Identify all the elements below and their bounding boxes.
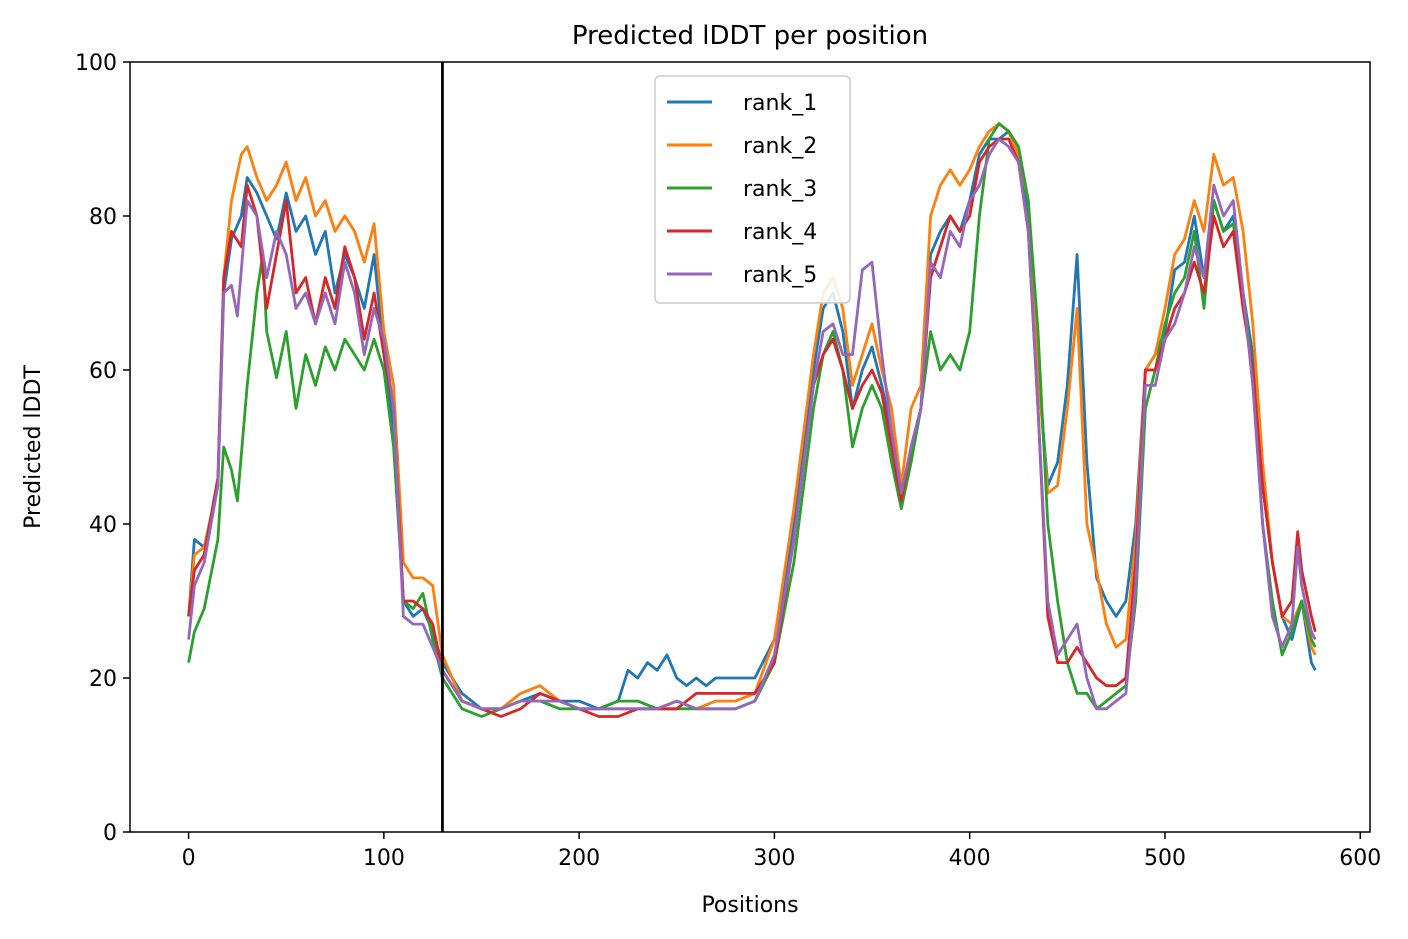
- y-axis: 0 20 40 60 80 100: [75, 51, 130, 846]
- chart-title: Predicted lDDT per position: [572, 21, 928, 51]
- x-tick-label: 600: [1339, 846, 1381, 871]
- y-tick-label: 40: [89, 513, 117, 538]
- legend: rank_1 rank_2 rank_3 rank_4 rank_5: [654, 75, 851, 304]
- legend-label-rank_2: rank_2: [743, 134, 817, 159]
- y-tick-label: 80: [89, 205, 117, 230]
- series-line-rank_4: [187, 137, 1317, 718]
- series-line-rank_5: [187, 137, 1317, 711]
- series-line-rank_2: [187, 122, 1317, 711]
- plot-frame: [129, 61, 1371, 833]
- plot-area: [129, 61, 1371, 833]
- x-tick-label: 500: [1144, 846, 1186, 871]
- legend-label-rank_4: rank_4: [743, 220, 817, 245]
- x-tick-label: 0: [182, 846, 196, 871]
- x-axis: 0 100 200 300 400 500 600: [182, 832, 1381, 871]
- y-tick-label: 100: [75, 51, 117, 76]
- x-tick-label: 400: [949, 846, 991, 871]
- legend-label-rank_5: rank_5: [743, 263, 817, 288]
- y-tick-label: 20: [89, 667, 117, 692]
- y-axis-label: Predicted lDDT: [21, 365, 46, 529]
- series-lines: [187, 122, 1317, 718]
- x-axis-label: Positions: [701, 893, 798, 918]
- legend-box: [654, 75, 851, 304]
- legend-label-rank_3: rank_3: [743, 177, 817, 202]
- legend-label-rank_1: rank_1: [743, 91, 817, 116]
- x-tick-label: 200: [558, 846, 600, 871]
- y-tick-label: 0: [103, 821, 117, 846]
- y-tick-label: 60: [89, 359, 117, 384]
- x-tick-label: 300: [753, 846, 795, 871]
- x-tick-label: 100: [363, 846, 405, 871]
